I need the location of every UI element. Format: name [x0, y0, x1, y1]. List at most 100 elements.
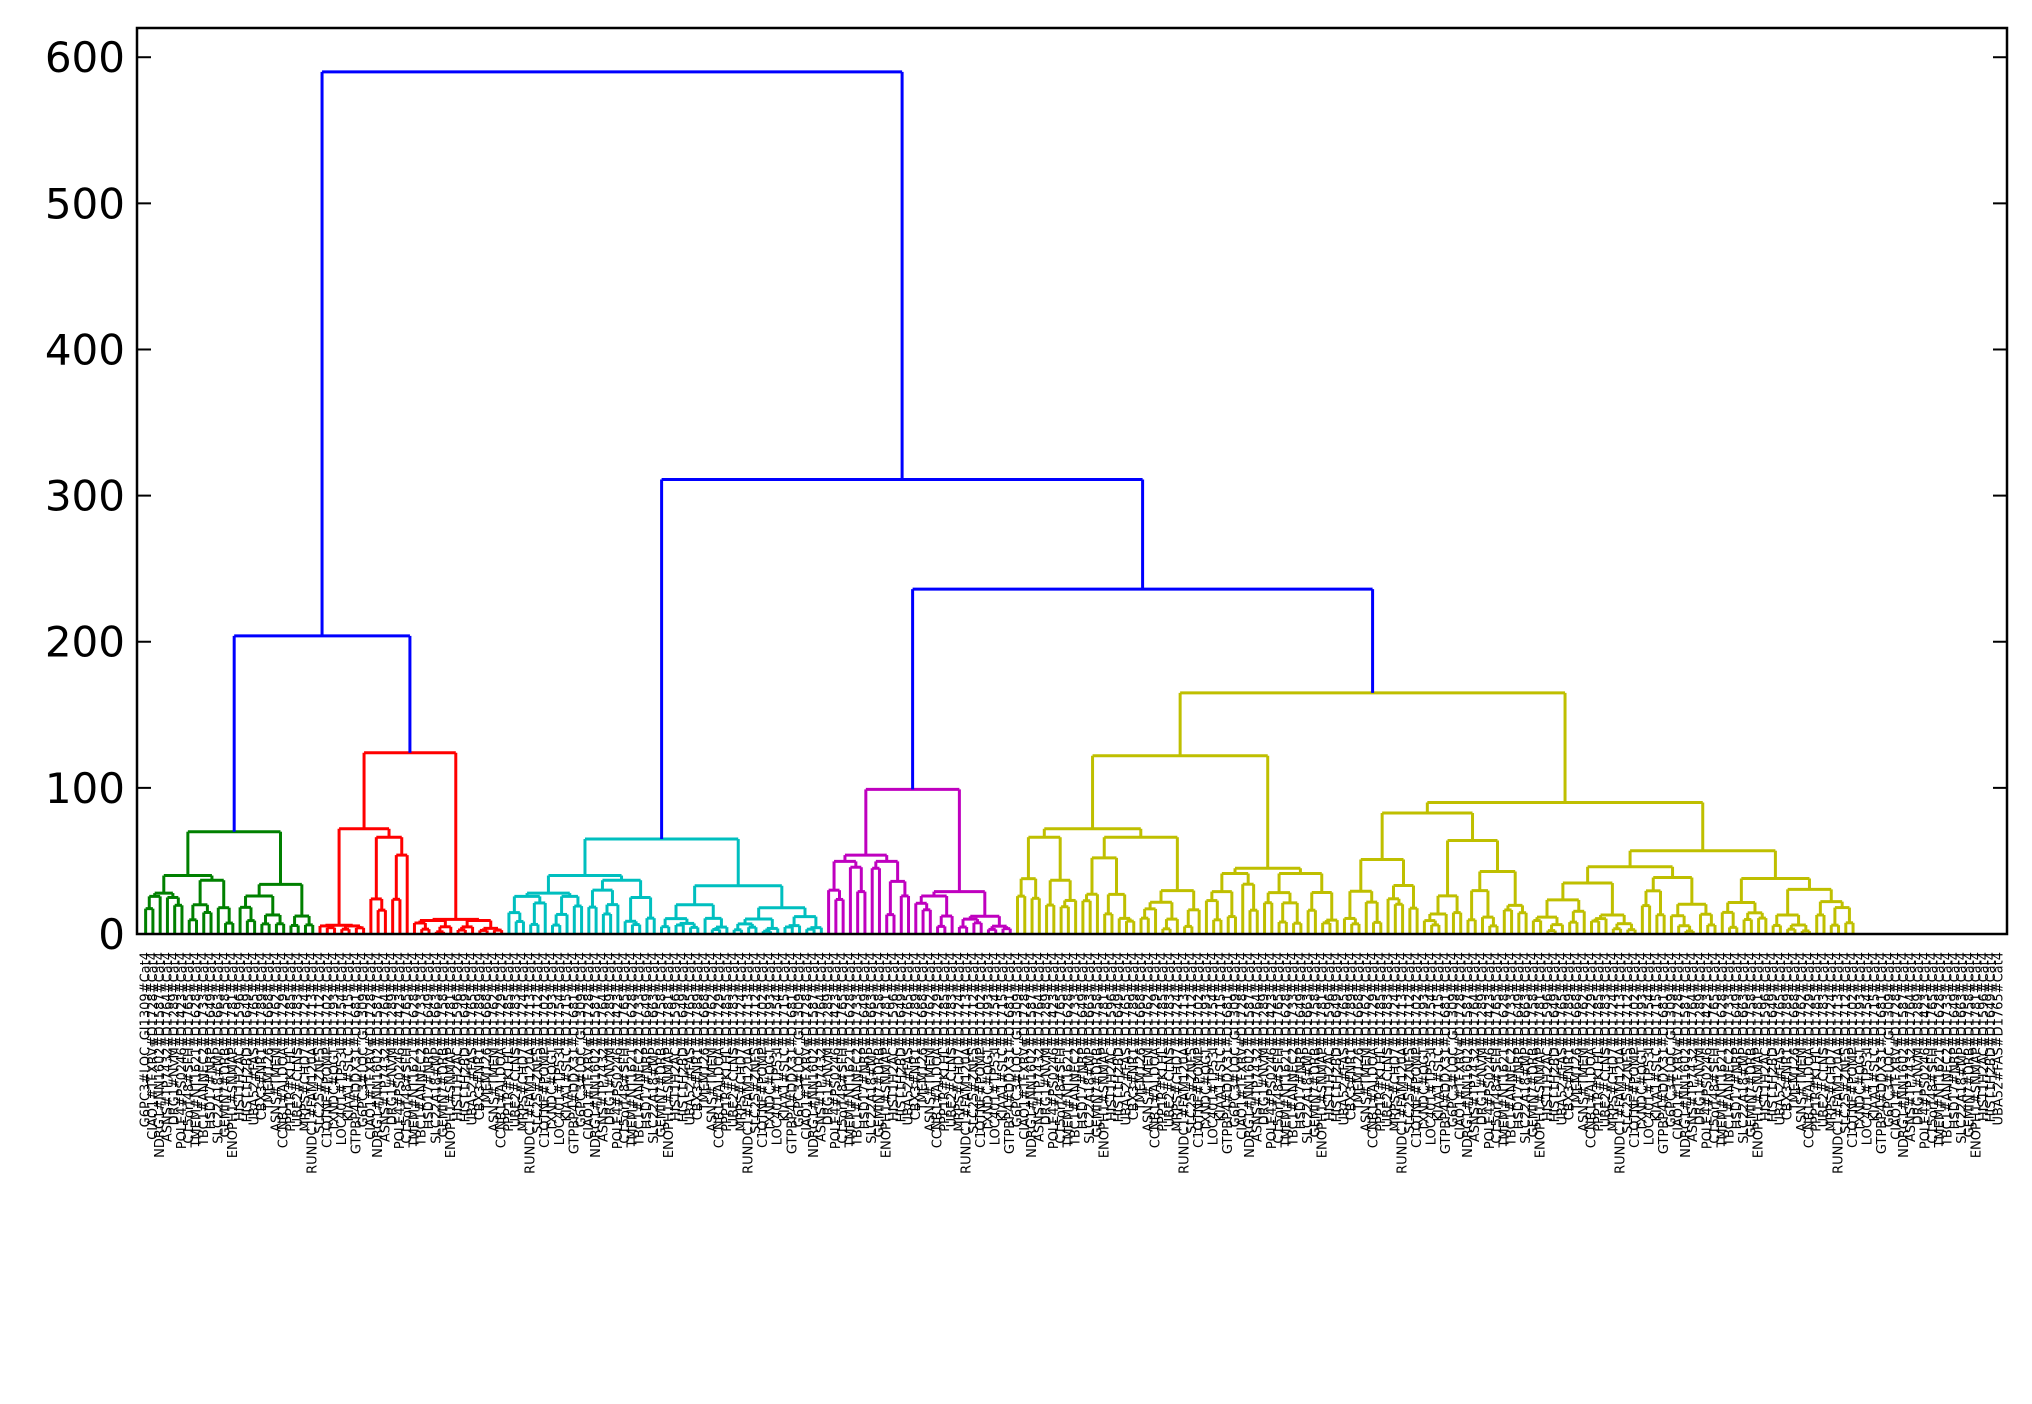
leaf-label: TXNDC#OGT#D1793#Cat4: [1635, 952, 1650, 1133]
leaf-label: HIST1H2BD#D1649#Cat4: [240, 952, 255, 1122]
leaf-label: UBA52#FAS#D1765#Cat4: [1991, 952, 2006, 1125]
leaf-label: HIST1H2BD#D1649#Cat4: [458, 952, 473, 1122]
leaf-label: RUNDC1#FAM120A#D1713#Cat4: [1396, 952, 1411, 1174]
leaf-label: UBE2#CLNS#D1783#Cat4: [291, 952, 306, 1127]
leaf-label: HSD17#NRP#D1649#Cat4: [1076, 952, 1091, 1129]
leaf-label: CCNB1#ALDOA#D1729#Cat4: [1149, 952, 1164, 1148]
leaf-label: SLC22A18#MP#D1663#Cat4: [211, 952, 226, 1144]
leaf-label: CIAO1#TFXRV#D1728#Cat4: [1236, 952, 1251, 1140]
leaf-label: ENOPH1#SNMAP#D1781#Cat4: [880, 952, 895, 1158]
leaf-label: DRG1#NVM#D1289#Cat4: [1258, 952, 1273, 1125]
leaf-label: C15orf48#SFH#D1765#Cat4: [1708, 952, 1723, 1144]
leaf-label: C15orf48#SFH#D1765#Cat4: [1272, 952, 1287, 1144]
leaf-label: DRG1#NVM#D1289#Cat4: [168, 952, 183, 1125]
leaf-label: POLE4#PS0246#D1423#Cat4: [1265, 952, 1280, 1149]
leaf-label: KIAA1#SLC#D1715#Cat4: [996, 952, 1011, 1122]
leaf-label: POLE4#PS0246#D1423#Cat4: [611, 952, 626, 1149]
leaf-label: UBE2#CLNS#D1783#Cat4: [1163, 952, 1178, 1127]
leaf-label: PPP1R#KLHL#D1785#Cat4: [1156, 952, 1171, 1132]
leaf-label: TMEM#NT1621#D1628#Cat4: [1061, 952, 1076, 1149]
leaf-label: SLC25#ZNF5#D1712#Cat4: [1839, 952, 1854, 1134]
leaf-label: HSD17#NRP#D1649#Cat4: [1294, 952, 1309, 1129]
leaf-label: LOC401#TP53I#D1754#Cat4: [1425, 952, 1440, 1145]
leaf-label: C1QTNF#POMP#D1702#Cat4: [1192, 952, 1207, 1148]
leaf-label: SLC22A18#MP#D1663#Cat4: [429, 952, 444, 1144]
leaf-label: LOC401#TP53I#D1754#Cat4: [1207, 952, 1222, 1145]
leaf-label: C15orf48#SFH#D1765#Cat4: [618, 952, 633, 1144]
leaf-label: ASNS#TP7432#D1764#Cat4: [1468, 952, 1483, 1142]
leaf-label: G6PC3#LOC_GI1309#Cat4: [1228, 952, 1243, 1127]
leaf-label: CIAO1#TFXRV#D1728#Cat4: [582, 952, 597, 1140]
leaf-label: TMEM126#D1668#Cat4: [262, 952, 277, 1112]
leaf-label: MRPS#CHD7#D1724#Cat4: [1170, 952, 1185, 1132]
leaf-label: TXNDC#OGT#D1793#Cat4: [1853, 952, 1868, 1133]
leaf-label: NDRG1#NN1602#D1587#Cat4: [1461, 952, 1476, 1158]
leaf-label: TMEM#NT1621#D1628#Cat4: [1279, 952, 1294, 1149]
leaf-label: GEMIN7#DRB#D1758#Cat4: [1526, 952, 1541, 1137]
leaf-label: RUNDC1#FAM120A#D1713#Cat4: [306, 952, 321, 1174]
leaf-label: MRPS#CHD7#D1724#Cat4: [734, 952, 749, 1132]
leaf-label: SLC25#ZNF5#D1712#Cat4: [749, 952, 764, 1134]
leaf-label: C1QTNF#POMP#D1702#Cat4: [1846, 952, 1861, 1148]
leaf-label: NDRG1#NN1602#D1587#Cat4: [153, 952, 168, 1158]
leaf-label: TMEM126#D1668#Cat4: [1570, 952, 1585, 1112]
leaf-label: CBX3#NR1#D1789#Cat4: [1345, 952, 1360, 1120]
leaf-label: RUNDC1#FAM120A#D1713#Cat4: [1832, 952, 1847, 1174]
leaf-label: TMEM126#D1668#Cat4: [1352, 952, 1367, 1112]
leaf-label: GTPBP4#DDX31#D1681#Cat4: [1221, 952, 1236, 1154]
leaf-label: UBE2#CLNS#D1783#Cat4: [1599, 952, 1614, 1127]
leaf-label: GEMIN7#DRB#D1758#Cat4: [1308, 952, 1323, 1137]
leaf-label: POLE4#PS0246#D1423#Cat4: [1047, 952, 1062, 1149]
dendrogram-links: [144, 70, 1855, 934]
leaf-label: C15orf48#SFH#D1765#Cat4: [400, 952, 415, 1144]
leaf-label: NDRG1#NN1602#D1587#Cat4: [1679, 952, 1694, 1158]
leaf-label: G6PC3#LOC_GI1309#Cat4: [139, 952, 154, 1127]
leaf-label: LOC401#TP53I#D1754#Cat4: [335, 952, 350, 1145]
leaf-label: GTPBP4#DDX31#D1681#Cat4: [1875, 952, 1890, 1154]
leaf-label: TXNDC#OGT#D1793#Cat4: [1417, 952, 1432, 1133]
leaf-label: NDRG1#NN1602#D1587#Cat4: [1243, 952, 1258, 1158]
leaf-label: GTPBP4#DDX31#D1681#Cat4: [785, 952, 800, 1154]
leaf-label: C15orf48#SFH#D1765#Cat4: [1490, 952, 1505, 1144]
leaf-label: HIST1H2BD#D1649#Cat4: [1112, 952, 1127, 1122]
leaf-label: ASNS#TP7432#D1764#Cat4: [1904, 952, 1919, 1142]
leaf-label: POLE4#PS0246#D1423#Cat4: [1919, 952, 1934, 1149]
leaf-label: CBX3#NR1#D1789#Cat4: [691, 952, 706, 1120]
leaf-label: ASNS#TP7432#D1764#Cat4: [814, 952, 829, 1142]
leaf-label: MRPS#CHD7#D1724#Cat4: [1388, 952, 1403, 1132]
leaf-label: ASNS#TMEM#D1762#Cat4: [1141, 952, 1156, 1132]
leaf-label: ASNS#TP7432#D1764#Cat4: [1032, 952, 1047, 1142]
leaf-label: TBC1#ANNEC2#D1733#Cat4: [1069, 952, 1084, 1147]
leaf-label: CBX3#NR1#D1789#Cat4: [473, 952, 488, 1120]
leaf-label: GTPBP4#DDX31#D1681#Cat4: [349, 952, 364, 1154]
leaf-label: LOC401#TP53I#D1754#Cat4: [989, 952, 1004, 1145]
leaf-label: NDRG1#NN1602#D1587#Cat4: [1897, 952, 1912, 1158]
leaf-label: LOC401#TP53I#D1754#Cat4: [1861, 952, 1876, 1145]
leaf-label: G6PC3#LOC_GI1309#Cat4: [357, 952, 372, 1127]
leaf-label: POLE4#PS0246#D1423#Cat4: [1701, 952, 1716, 1149]
leaf-label: ASNS#TMEM#D1762#Cat4: [923, 952, 938, 1132]
leaf-label: TMEM#NT1621#D1628#Cat4: [189, 952, 204, 1149]
leaf-label: HIST1H2AC#D1596#Cat4: [1759, 952, 1774, 1121]
leaf-label: PPP1R#KLHL#D1785#Cat4: [938, 952, 953, 1132]
leaf-label: UBA52#FAS#D1765#Cat4: [1773, 952, 1788, 1125]
y-axis: 0 100 200 300 400 500 600: [45, 33, 2007, 959]
leaf-label: ASNS#TP7432#D1764#Cat4: [1686, 952, 1701, 1142]
leaf-labels: G6PC3#LOC_GI1309#Cat4CIAO1#TFXRV#D1728#C…: [139, 952, 2007, 1174]
leaf-label: HIST1H2AC#D1596#Cat4: [451, 952, 466, 1121]
leaf-label: LOC401#TP53I#D1754#Cat4: [771, 952, 786, 1145]
leaf-label: PPP1R#KLHL#D1785#Cat4: [1810, 952, 1825, 1132]
leaf-label: C1QTNF#POMP#D1702#Cat4: [974, 952, 989, 1148]
leaf-label: TBC1#ANNEC2#D1733#Cat4: [633, 952, 648, 1147]
leaf-label: G6PC3#LOC_GI1309#Cat4: [1446, 952, 1461, 1127]
leaf-label: HSD17#NRP#D1649#Cat4: [1948, 952, 1963, 1129]
leaf-label: TMEM126#D1668#Cat4: [698, 952, 713, 1112]
leaf-label: C15orf48#SFH#D1765#Cat4: [1054, 952, 1069, 1144]
leaf-label: UBE2#CLNS#D1783#Cat4: [945, 952, 960, 1127]
leaf-label: KIAA1#SLC#D1715#Cat4: [560, 952, 575, 1122]
leaf-label: C1QTNF#POMP#D1702#Cat4: [1628, 952, 1643, 1148]
leaf-label: G6PC3#LOC_GI1309#Cat4: [1664, 952, 1679, 1127]
leaf-label: CIAO1#TFXRV#D1728#Cat4: [1454, 952, 1469, 1140]
leaf-label: TXNDC#OGT#D1793#Cat4: [763, 952, 778, 1133]
